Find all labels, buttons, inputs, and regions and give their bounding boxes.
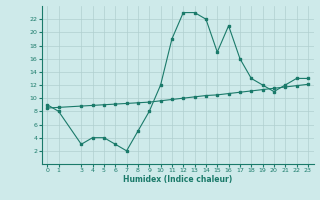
X-axis label: Humidex (Indice chaleur): Humidex (Indice chaleur) (123, 175, 232, 184)
